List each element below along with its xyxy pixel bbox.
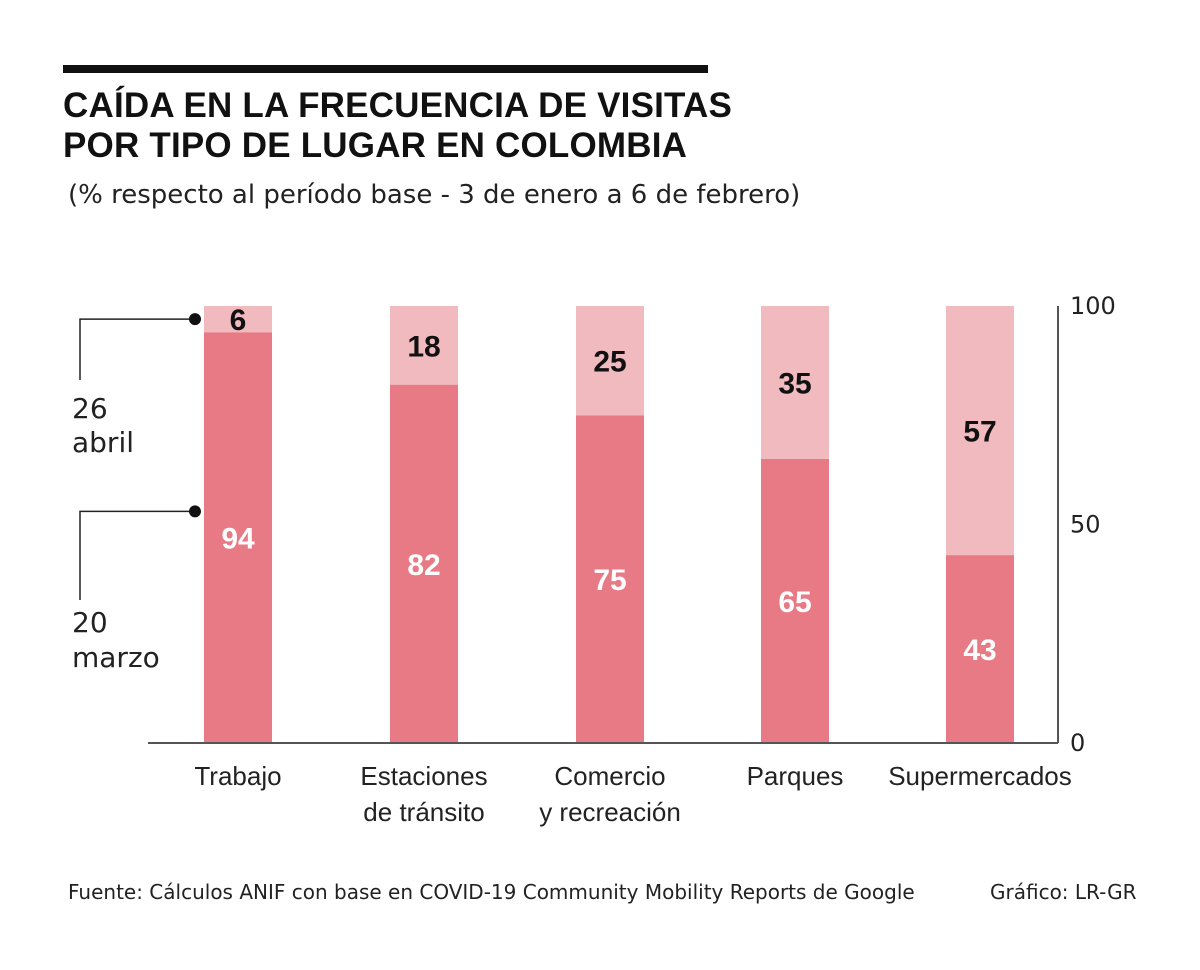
label-april-3: 35 xyxy=(778,367,811,400)
chart-subtitle: (% respecto al período base - 3 de enero… xyxy=(68,180,801,210)
label-april-2: 25 xyxy=(593,346,626,379)
legend-april-month: abril xyxy=(72,426,134,459)
y-tick-label-0: 0 xyxy=(1070,729,1085,757)
label-april-0: 6 xyxy=(230,304,247,337)
category-label-1-0: Estaciones xyxy=(360,761,487,791)
label-march-4: 43 xyxy=(963,634,996,667)
graphic-credit: Gráfico: LR-GR xyxy=(990,880,1137,904)
legend-march-day: 20 xyxy=(72,606,108,639)
title-line-1: CAÍDA EN LA FRECUENCIA DE VISITAS xyxy=(63,86,733,125)
category-label-2-1: y recreación xyxy=(539,797,681,827)
title-rule xyxy=(63,65,708,73)
legend-april-day: 26 xyxy=(72,392,108,425)
bar-march-4 xyxy=(946,555,1014,743)
category-label-2-0: Comercio xyxy=(554,761,665,791)
bar-april-1 xyxy=(390,306,458,385)
label-march-0: 94 xyxy=(221,523,255,556)
bar-march-3 xyxy=(761,458,829,743)
y-tick-label-2: 100 xyxy=(1070,292,1116,320)
label-march-3: 65 xyxy=(778,586,811,619)
title-line-2: POR TIPO DE LUGAR EN COLOMBIA xyxy=(63,126,688,165)
legend-connector-april xyxy=(79,318,195,380)
category-label-3-0: Parques xyxy=(747,761,844,791)
category-label-1-1: de tránsito xyxy=(363,797,484,827)
source-note: Fuente: Cálculos ANIF con base en COVID-… xyxy=(68,880,915,904)
legend-march-month: marzo xyxy=(72,641,160,674)
category-label-4-0: Supermercados xyxy=(888,761,1072,791)
label-april-4: 57 xyxy=(963,416,996,449)
bar-march-2 xyxy=(576,415,644,743)
legend-dot-march xyxy=(189,505,201,518)
stacked-bar-chart: 94 6 Trabajo 82 18 Estaciones de tránsito 75 25 C… xyxy=(72,292,1116,827)
legend-connector-march xyxy=(79,510,195,600)
chart-title: CAÍDA EN LA FRECUENCIA DE VISITAS POR TI… xyxy=(63,86,783,166)
legend-dot-april xyxy=(189,313,201,326)
label-march-2: 75 xyxy=(593,564,626,597)
label-march-1: 82 xyxy=(407,549,440,582)
bar-march-0 xyxy=(204,332,272,743)
bar-april-3 xyxy=(761,306,829,459)
label-april-1: 18 xyxy=(407,330,440,363)
bar-april-4 xyxy=(946,306,1014,556)
y-tick-label-1: 50 xyxy=(1070,511,1101,539)
category-label-0-0: Trabajo xyxy=(194,761,281,791)
bar-april-2 xyxy=(576,306,644,416)
bar-march-1 xyxy=(390,384,458,743)
bar-april-0 xyxy=(204,306,272,333)
